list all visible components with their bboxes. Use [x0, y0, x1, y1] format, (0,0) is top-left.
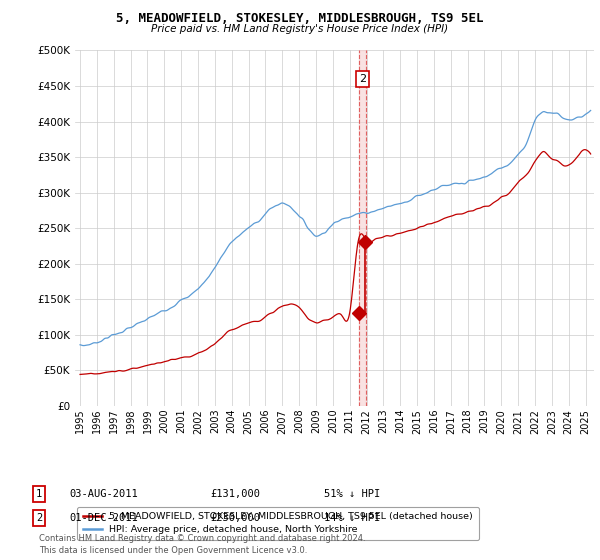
Text: £230,000: £230,000: [210, 513, 260, 523]
Legend: 5, MEADOWFIELD, STOKESLEY, MIDDLESBROUGH, TS9 5EL (detached house), HPI: Average: 5, MEADOWFIELD, STOKESLEY, MIDDLESBROUGH…: [77, 507, 479, 540]
Text: 1: 1: [36, 489, 42, 499]
Text: 01-DEC-2011: 01-DEC-2011: [69, 513, 138, 523]
Text: 03-AUG-2011: 03-AUG-2011: [69, 489, 138, 499]
Text: Price paid vs. HM Land Registry's House Price Index (HPI): Price paid vs. HM Land Registry's House …: [151, 24, 449, 34]
Text: 14% ↓ HPI: 14% ↓ HPI: [324, 513, 380, 523]
Bar: [359, 50, 365, 406]
Text: 51% ↓ HPI: 51% ↓ HPI: [324, 489, 380, 499]
Text: 2: 2: [36, 513, 42, 523]
Text: 2: 2: [359, 74, 366, 84]
Text: £131,000: £131,000: [210, 489, 260, 499]
Text: Contains HM Land Registry data © Crown copyright and database right 2024.
This d: Contains HM Land Registry data © Crown c…: [39, 534, 365, 555]
Text: 5, MEADOWFIELD, STOKESLEY, MIDDLESBROUGH, TS9 5EL: 5, MEADOWFIELD, STOKESLEY, MIDDLESBROUGH…: [116, 12, 484, 25]
